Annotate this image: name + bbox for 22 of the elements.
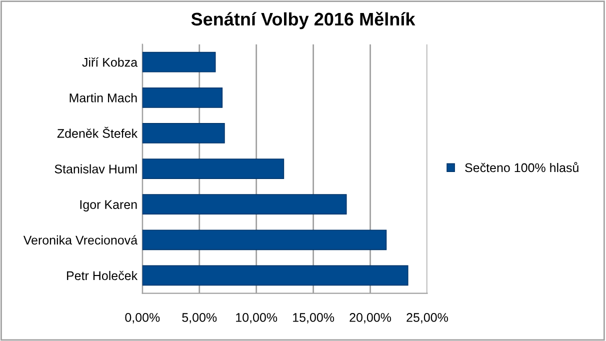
bar (142, 158, 284, 179)
bar (142, 194, 347, 215)
x-tick-label: 20,00% (350, 313, 392, 324)
legend-label: Sečteno 100% hlasů (465, 162, 578, 172)
bar (142, 87, 223, 108)
y-tick-label: Zdeněk Štefek (57, 126, 138, 138)
bar (142, 230, 387, 250)
bar (142, 52, 216, 72)
y-tick-label: Igor Karen (80, 200, 137, 212)
x-tick-label: 15,00% (293, 313, 334, 324)
y-tick-label: Petr Holeček (67, 270, 138, 280)
chart-title: Senátní Volby 2016 Mělník (191, 12, 416, 30)
x-tick-label: 0,00% (125, 313, 160, 324)
y-tick-label: Jiří Kobza (82, 57, 138, 67)
bar (142, 123, 225, 144)
y-tick-label: Martin Mach (70, 93, 137, 102)
x-tick-label: 25,00% (406, 313, 448, 324)
x-tick-label: 10,00% (236, 313, 278, 324)
x-tick-label: 5,00% (182, 313, 217, 324)
bar (142, 265, 408, 286)
y-tick-label: Veronika Vrecionová (23, 235, 138, 245)
y-tick-label: Stanislav Huml (54, 164, 137, 174)
